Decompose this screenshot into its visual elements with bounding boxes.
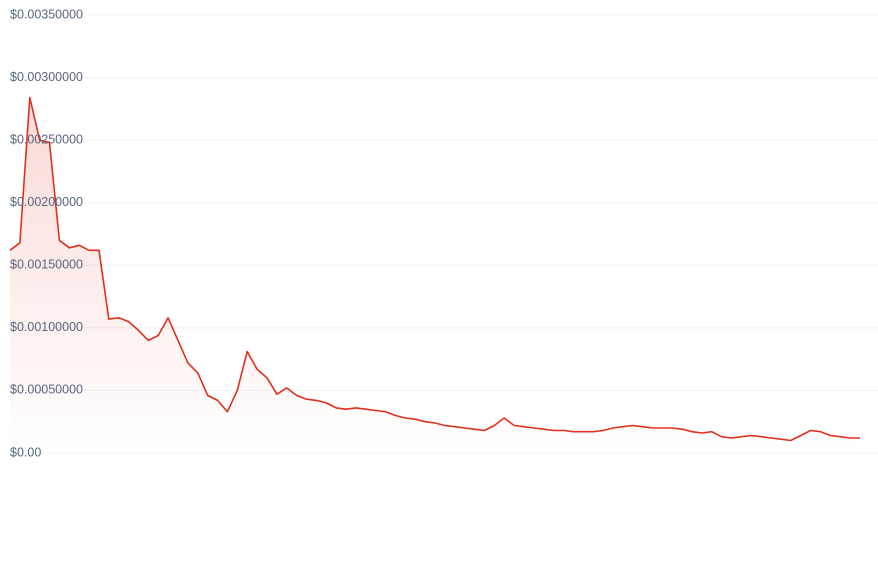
area-fill: [10, 97, 860, 453]
y-tick-label: $0.00: [10, 445, 41, 459]
y-tick-label: $0.00250000: [10, 132, 83, 146]
y-tick-label: $0.00150000: [10, 258, 83, 272]
y-tick-label: $0.00350000: [10, 7, 83, 21]
y-tick-label: $0.00100000: [10, 320, 83, 334]
y-tick-label: $0.00200000: [10, 195, 83, 209]
y-axis: $0.00 $0.00050000 $0.00100000 $0.00150000 $0…: [10, 7, 83, 459]
y-tick-label: $0.00050000: [10, 383, 83, 397]
price-line: [9, 96, 860, 442]
plot-area: [9, 96, 860, 453]
y-tick-label: $0.00300000: [10, 70, 83, 84]
